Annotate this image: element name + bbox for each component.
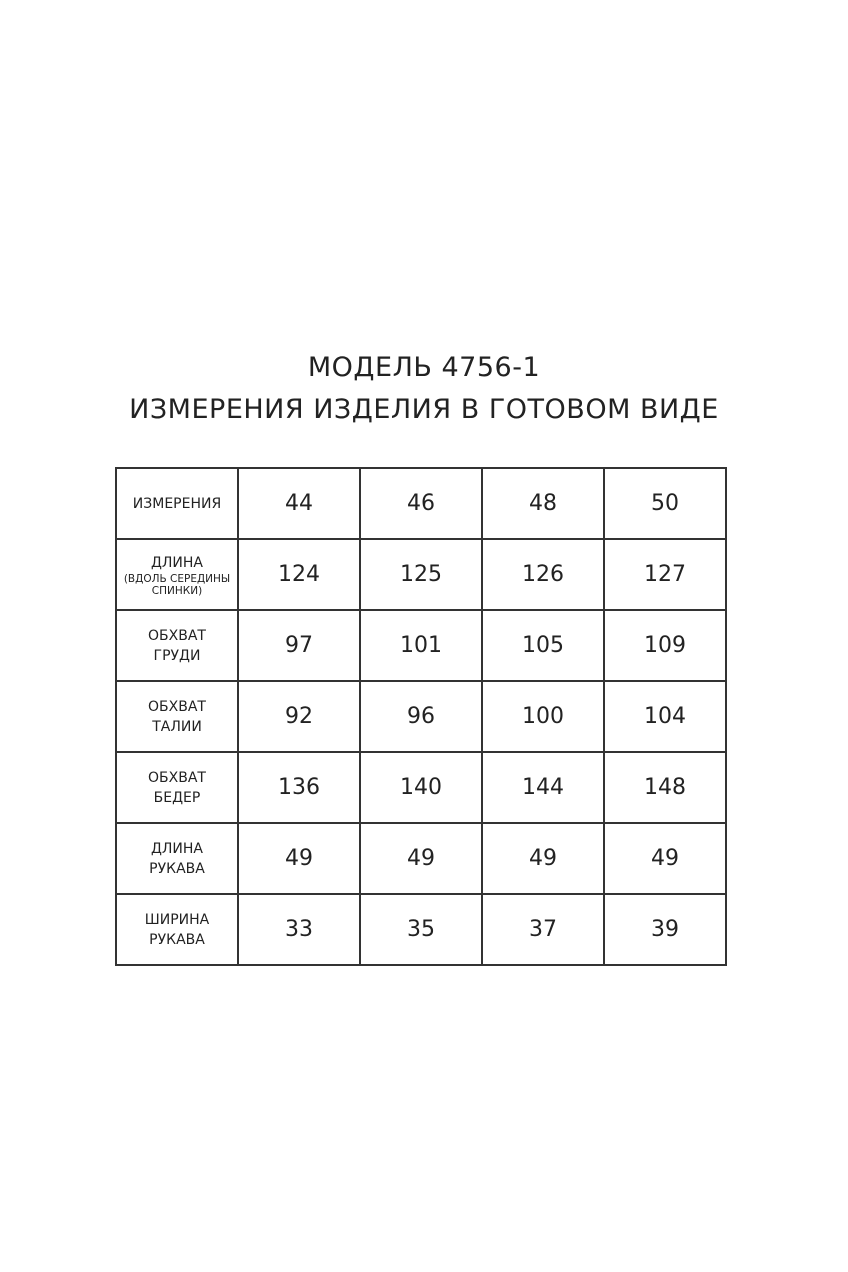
table-row: ОБХВАТ БЕДЕР 136 140 144 148 [115,751,727,824]
row-label: ИЗМЕРЕНИЯ [115,467,239,540]
row-label: ДЛИНА (ВДОЛЬ СЕРЕДИНЫ СПИНКИ) [115,538,239,611]
row-label-text: ИЗМЕРЕНИЯ [132,495,222,512]
table-row: ОБХВАТ ТАЛИИ 92 96 100 104 [115,680,727,753]
measurements-subtitle: ИЗМЕРЕНИЯ ИЗДЕЛИЯ В ГОТОВОМ ВИДЕ [129,394,719,425]
value-cell: 33 [237,893,361,966]
table-row: ИЗМЕРЕНИЯ 44 46 48 50 [115,467,727,540]
value-cell: 35 [359,893,483,966]
value-cell: 144 [481,751,605,824]
row-label: ШИРИНА РУКАВА [115,893,239,966]
value-cell: 140 [359,751,483,824]
value-cell: 96 [359,680,483,753]
row-label-text-2: РУКАВА [149,860,205,877]
value-cell: 92 [237,680,361,753]
row-label-text: ШИРИНА [144,911,210,928]
value-cell: 101 [359,609,483,682]
row-label-text: ОБХВАТ [148,627,206,644]
row-label-text-2: ГРУДИ [153,647,201,664]
value-cell: 124 [237,538,361,611]
row-label: ОБХВАТ ТАЛИИ [115,680,239,753]
value-cell: 109 [603,609,727,682]
value-cell: 44 [237,467,361,540]
value-cell: 127 [603,538,727,611]
row-label-text: ДЛИНА [150,554,204,571]
table-row: ДЛИНА РУКАВА 49 49 49 49 [115,822,727,895]
row-label-text: ОБХВАТ [148,769,206,786]
value-cell: 37 [481,893,605,966]
value-cell: 105 [481,609,605,682]
value-cell: 39 [603,893,727,966]
value-cell: 50 [603,467,727,540]
row-label-note: (ВДОЛЬ СЕРЕДИНЫ СПИНКИ) [123,572,231,597]
row-label-text-2: ТАЛИИ [152,718,202,735]
value-cell: 148 [603,751,727,824]
value-cell: 136 [237,751,361,824]
row-label: ОБХВАТ БЕДЕР [115,751,239,824]
size-table: ИЗМЕРЕНИЯ 44 46 48 50 ДЛИНА (ВДОЛЬ СЕРЕДИНЫ СП… [115,467,727,966]
model-title: МОДЕЛЬ 4756-1 [307,352,541,383]
row-label: ДЛИНА РУКАВА [115,822,239,895]
value-cell: 104 [603,680,727,753]
row-label: ОБХВАТ ГРУДИ [115,609,239,682]
value-cell: 125 [359,538,483,611]
row-label-text: ОБХВАТ [148,698,206,715]
row-label-text: ДЛИНА [150,840,204,857]
value-cell: 49 [359,822,483,895]
row-label-text-2: БЕДЕР [153,789,201,806]
value-cell: 100 [481,680,605,753]
value-cell: 97 [237,609,361,682]
value-cell: 49 [603,822,727,895]
value-cell: 48 [481,467,605,540]
value-cell: 46 [359,467,483,540]
table-row: ОБХВАТ ГРУДИ 97 101 105 109 [115,609,727,682]
value-cell: 49 [237,822,361,895]
value-cell: 126 [481,538,605,611]
value-cell: 49 [481,822,605,895]
table-row: ДЛИНА (ВДОЛЬ СЕРЕДИНЫ СПИНКИ) 124 125 126 127 [115,538,727,611]
row-label-text-2: РУКАВА [149,931,205,948]
table-row: ШИРИНА РУКАВА 33 35 37 39 [115,893,727,966]
